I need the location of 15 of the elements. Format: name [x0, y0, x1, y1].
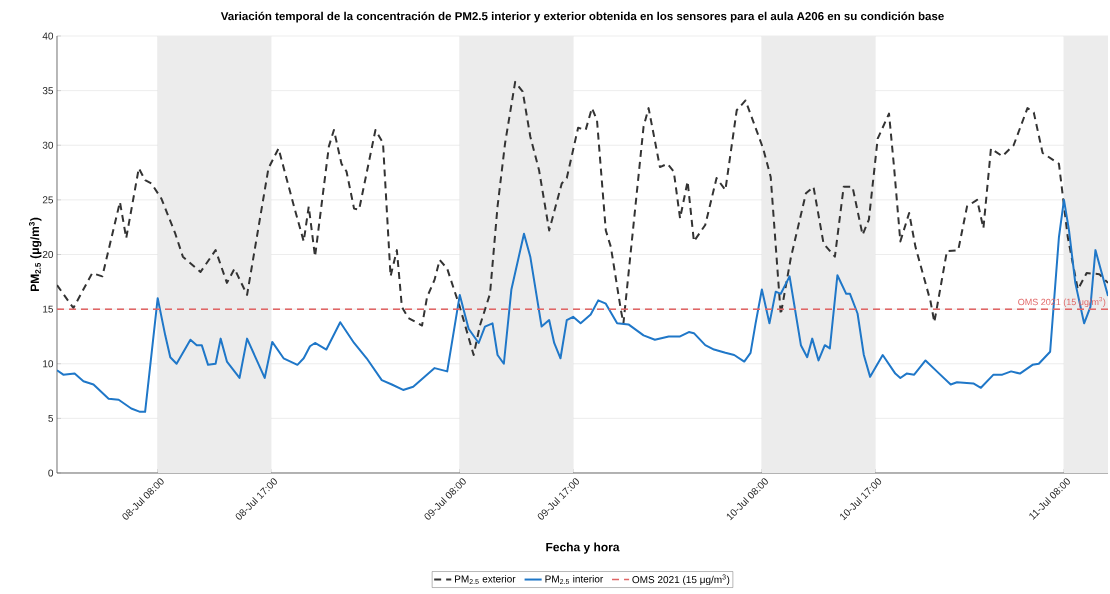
chart-title: Variación temporal de la concentración de PM2.5 interior y exterior obtenida en los sensores para el aula A206 en su condición base	[220, 11, 944, 23]
y-tick-label: 0	[48, 469, 54, 477]
y-tick-label: 25	[42, 196, 54, 204]
legend-label: PM$_{2.5}$ interior	[545, 575, 604, 584]
text: OMS 2021 (15 μg/m$^{3}$)	[632, 574, 730, 586]
legend-label: PM$_{2.5}$ exterior	[455, 575, 516, 584]
y-tick-label: 20	[42, 250, 54, 259]
y-axis-title: PM$_{2.5}$ (μg/m$^{3}$)	[29, 217, 42, 291]
y-tick-label: 35	[42, 87, 54, 95]
y-tick-label: 5	[48, 414, 54, 422]
x-axis-title: Fecha y hora	[546, 542, 620, 554]
y-tick-label: 40	[42, 32, 54, 40]
y-tick-label: 30	[42, 141, 54, 149]
y-tick-label: 15	[43, 305, 54, 313]
y-tick-label: 10	[43, 360, 54, 368]
